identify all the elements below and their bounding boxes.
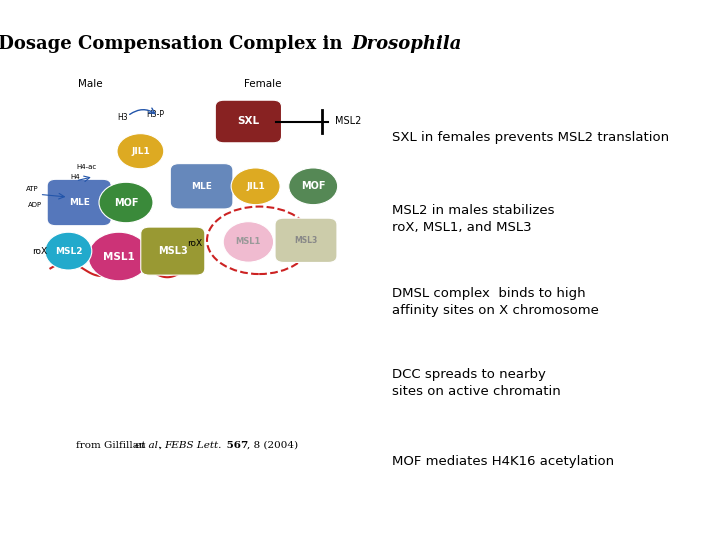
Ellipse shape <box>45 232 92 270</box>
Text: roX: roX <box>186 239 202 247</box>
FancyBboxPatch shape <box>141 227 204 275</box>
FancyBboxPatch shape <box>275 218 337 262</box>
FancyBboxPatch shape <box>48 179 111 226</box>
Text: MOF mediates H4K16 acetylation: MOF mediates H4K16 acetylation <box>392 455 615 468</box>
Text: ATP: ATP <box>26 186 39 192</box>
Text: FEBS Lett.: FEBS Lett. <box>164 441 222 450</box>
Ellipse shape <box>223 221 274 262</box>
Text: MSL3: MSL3 <box>158 246 188 256</box>
Text: JIL1: JIL1 <box>131 147 150 156</box>
Text: Drosophila: Drosophila <box>351 35 462 53</box>
Text: The Dosage Compensation Complex in: The Dosage Compensation Complex in <box>0 35 349 53</box>
Ellipse shape <box>89 232 150 281</box>
Text: MSL2: MSL2 <box>335 117 361 126</box>
Ellipse shape <box>231 168 280 205</box>
Text: SXL in females prevents MSL2 translation: SXL in females prevents MSL2 translation <box>392 131 670 144</box>
Text: MSL2 in males stabilizes
roX, MSL1, and MSL3: MSL2 in males stabilizes roX, MSL1, and … <box>392 204 555 234</box>
Text: ADP: ADP <box>27 202 42 208</box>
Text: H3-P: H3-P <box>145 110 164 119</box>
Text: MSL2: MSL2 <box>55 247 82 255</box>
Text: MSL1: MSL1 <box>103 252 135 261</box>
Text: et al.: et al. <box>135 441 161 450</box>
Text: , 8 (2004): , 8 (2004) <box>247 441 298 450</box>
Text: H4-ac: H4-ac <box>76 164 96 170</box>
Text: SXL: SXL <box>238 117 259 126</box>
Text: H4: H4 <box>71 174 81 180</box>
Text: MOF: MOF <box>301 181 325 191</box>
Text: JIL1: JIL1 <box>246 182 265 191</box>
Text: Male: Male <box>78 79 102 89</box>
Text: Female: Female <box>244 79 282 89</box>
Text: from Gilfillan: from Gilfillan <box>76 441 148 450</box>
Text: MSL1: MSL1 <box>235 238 261 246</box>
Text: DMSL complex  binds to high
affinity sites on X chromosome: DMSL complex binds to high affinity site… <box>392 287 599 318</box>
Ellipse shape <box>99 183 153 222</box>
FancyBboxPatch shape <box>215 100 282 143</box>
Text: roX: roX <box>32 247 48 255</box>
Text: MLE: MLE <box>192 182 212 191</box>
FancyBboxPatch shape <box>170 164 233 209</box>
Text: MLE: MLE <box>69 198 89 207</box>
Text: DCC spreads to nearby
sites on active chromatin: DCC spreads to nearby sites on active ch… <box>392 368 561 399</box>
Text: ,: , <box>159 441 166 450</box>
Text: 567: 567 <box>223 441 248 450</box>
Text: MSL3: MSL3 <box>294 236 318 245</box>
Text: H3: H3 <box>117 112 127 122</box>
Ellipse shape <box>117 133 164 168</box>
Text: MOF: MOF <box>114 198 138 207</box>
Ellipse shape <box>289 168 338 205</box>
